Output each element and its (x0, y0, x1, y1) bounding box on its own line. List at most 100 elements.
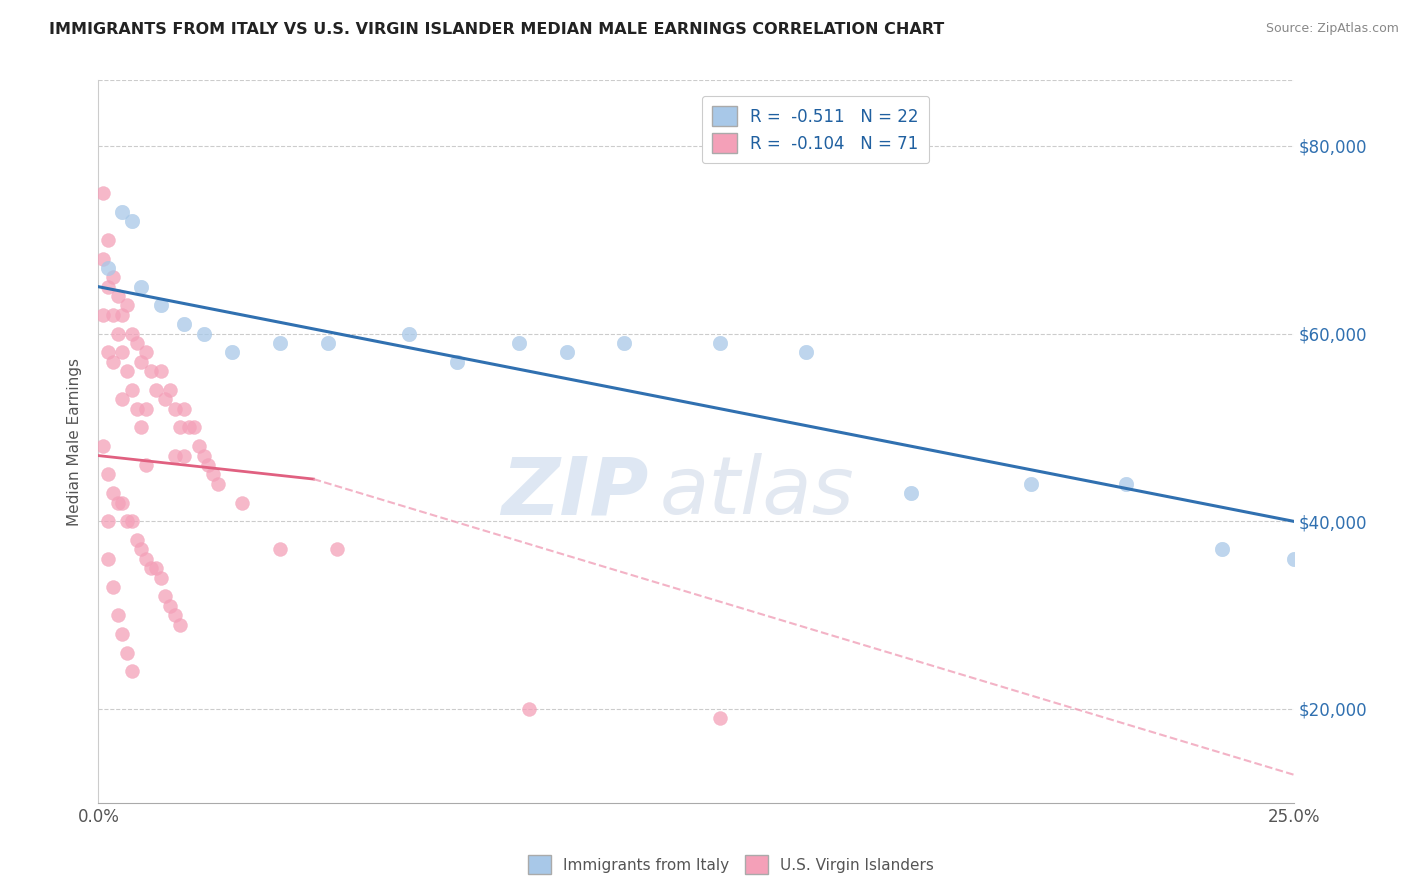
Point (115, 364, 138, 378)
Point (121, 514, 143, 528)
Point (91, 252, 114, 266)
Point (101, 355, 124, 369)
Point (1115, 476, 1137, 491)
Point (111, 308, 134, 322)
Point (97, 514, 120, 528)
Point (125, 533, 148, 547)
Point (202, 467, 225, 482)
Point (794, 345, 817, 359)
Point (111, 345, 134, 359)
Point (326, 542, 349, 557)
Point (446, 355, 468, 369)
Point (107, 326, 129, 341)
Point (613, 336, 636, 351)
Point (107, 495, 129, 509)
Point (193, 326, 215, 341)
Point (398, 326, 420, 341)
Point (135, 551, 157, 566)
Point (131, 542, 153, 557)
Point (101, 308, 124, 322)
Point (115, 646, 138, 660)
Point (316, 336, 339, 351)
Point (163, 608, 186, 623)
Point (163, 401, 186, 416)
Point (709, 711, 731, 725)
Point (508, 336, 530, 351)
Point (207, 476, 229, 491)
Point (135, 345, 157, 359)
Point (97, 467, 120, 482)
Point (91, 439, 114, 453)
Point (97, 345, 120, 359)
Point (91, 308, 114, 322)
Point (517, 702, 540, 716)
Point (149, 364, 172, 378)
Point (121, 214, 143, 228)
Text: atlas: atlas (661, 453, 855, 531)
Point (121, 326, 143, 341)
Point (269, 542, 291, 557)
Point (1211, 542, 1233, 557)
Point (125, 336, 148, 351)
Point (139, 364, 162, 378)
Point (173, 401, 195, 416)
Point (1282, 551, 1305, 566)
Point (183, 420, 205, 434)
Point (107, 289, 129, 303)
Point (187, 439, 209, 453)
Point (145, 383, 167, 397)
Point (221, 345, 243, 359)
Text: IMMIGRANTS FROM ITALY VS U.S. VIRGIN ISLANDER MEDIAN MALE EARNINGS CORRELATION C: IMMIGRANTS FROM ITALY VS U.S. VIRGIN ISL… (49, 22, 945, 37)
Point (173, 449, 195, 463)
Point (101, 486, 124, 500)
Point (91, 186, 114, 200)
Point (555, 345, 578, 359)
Point (97, 551, 120, 566)
Point (135, 401, 157, 416)
Point (197, 458, 219, 472)
Point (173, 318, 195, 332)
Point (149, 571, 172, 585)
Point (111, 392, 134, 407)
Point (111, 204, 134, 219)
Point (97, 260, 120, 275)
Point (155, 590, 177, 604)
Point (269, 336, 291, 351)
Point (125, 401, 148, 416)
Point (231, 495, 253, 509)
Point (145, 561, 167, 575)
Point (121, 665, 143, 679)
Point (159, 383, 181, 397)
Point (115, 514, 138, 528)
Y-axis label: Median Male Earnings: Median Male Earnings (67, 358, 83, 525)
Point (101, 580, 124, 594)
Point (107, 608, 129, 623)
Point (131, 420, 153, 434)
Point (159, 599, 181, 613)
Point (193, 449, 215, 463)
Point (111, 627, 134, 641)
Point (101, 270, 124, 285)
Point (169, 617, 191, 632)
Legend: Immigrants from Italy, U.S. Virgin Islanders: Immigrants from Italy, U.S. Virgin Islan… (522, 849, 941, 880)
Point (131, 279, 153, 293)
Point (135, 458, 157, 472)
Text: Source: ZipAtlas.com: Source: ZipAtlas.com (1265, 22, 1399, 36)
Point (163, 449, 186, 463)
Text: ZIP: ZIP (501, 453, 648, 531)
Point (149, 298, 172, 312)
Point (1019, 476, 1042, 491)
Point (169, 420, 191, 434)
Point (111, 495, 134, 509)
Point (97, 233, 120, 247)
Point (115, 298, 138, 312)
Point (709, 336, 731, 351)
Point (121, 383, 143, 397)
Legend: R =  -0.511   N = 22, R =  -0.104   N = 71: R = -0.511 N = 22, R = -0.104 N = 71 (702, 95, 929, 163)
Point (139, 561, 162, 575)
Point (97, 279, 120, 293)
Point (155, 392, 177, 407)
Point (900, 486, 922, 500)
Point (131, 355, 153, 369)
Point (179, 420, 201, 434)
